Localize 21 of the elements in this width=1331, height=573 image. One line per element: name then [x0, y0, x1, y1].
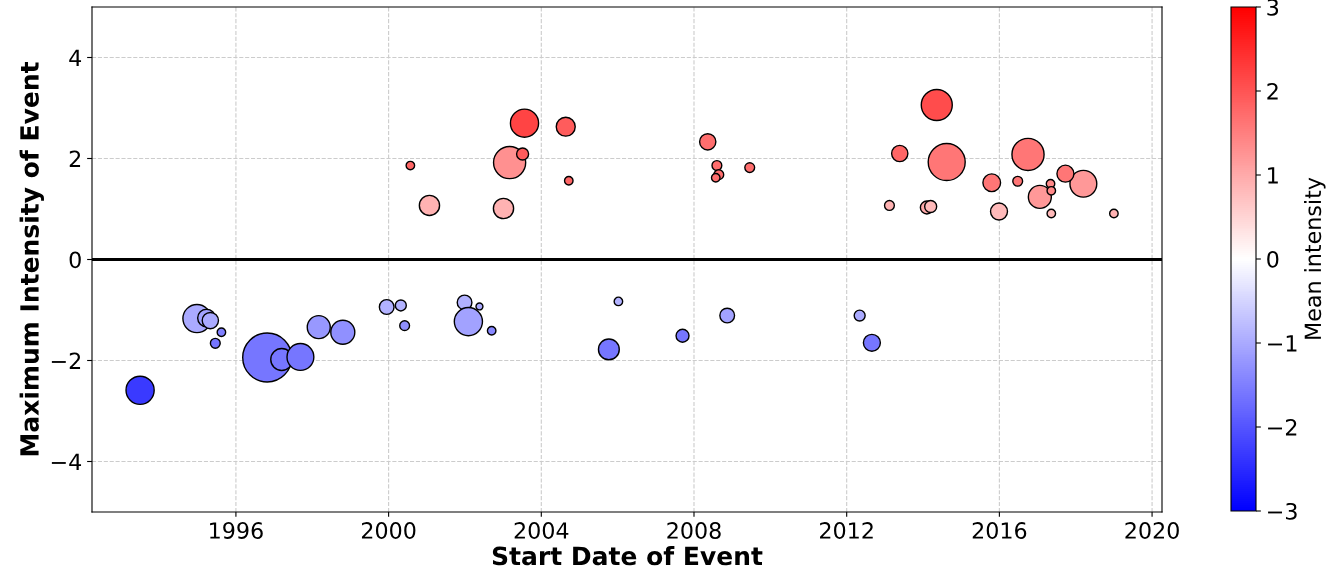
x-tick-label: 2012: [820, 522, 873, 539]
x-tick-label: 2016: [972, 522, 1027, 539]
x-tick-label: 2008: [667, 522, 721, 539]
x-axis-title: Start Date of Event: [492, 546, 763, 566]
x-tick-label: 2000: [361, 522, 416, 539]
x-tick-label: 2004: [514, 522, 569, 539]
x-tick-label: 1996: [210, 522, 263, 539]
color-bar-title: Mean intensity: [1304, 177, 1326, 339]
color-bar-label: 1: [1268, 167, 1278, 184]
y-tick-label: 2: [69, 150, 81, 167]
y-tick-label: −2: [51, 352, 81, 369]
color-bar-label: −2: [1268, 418, 1297, 436]
y-tick-label: 0: [69, 251, 81, 269]
y-axis-title: Maximum Intensity of Event: [19, 62, 44, 456]
x-tick-label: 2020: [1125, 522, 1179, 539]
color-bar-label: 2: [1267, 82, 1278, 100]
y-tick-label: 4: [69, 49, 82, 66]
y-tick-label: −4: [51, 453, 82, 470]
color-bar-label: −1: [1268, 335, 1297, 352]
color-bar-label: −3: [1268, 502, 1297, 520]
color-bar-label: 0: [1267, 250, 1279, 268]
